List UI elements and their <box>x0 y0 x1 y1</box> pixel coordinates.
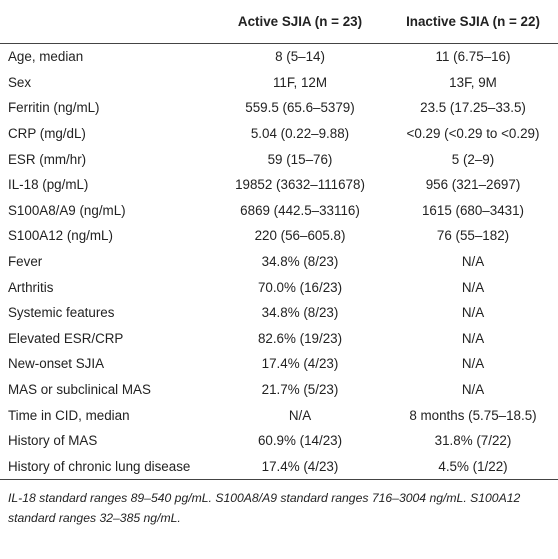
row-label: Age, median <box>8 49 84 65</box>
table-cell: 8 (5–14) <box>275 49 325 65</box>
table-cell: 34.8% (8/23) <box>261 305 339 321</box>
table-cell: 23.5 (17.25–33.5) <box>420 100 526 116</box>
row-label: Sex <box>8 74 32 90</box>
table-cell: 82.6% (19/23) <box>257 330 343 346</box>
table-cell: 956 (321–2697) <box>425 177 521 193</box>
table-cell: N/A <box>461 305 485 321</box>
table-cell: 31.8% (7/22) <box>434 433 512 449</box>
table-cell: <0.29 (<0.29 to <0.29) <box>406 126 540 142</box>
table-cell: 34.8% (8/23) <box>261 254 339 270</box>
table-cell: N/A <box>461 254 485 270</box>
table-row: History of MAS 60.9% (14/23) 31.8% (7/22) <box>0 428 558 454</box>
row-label: Time in CID, median <box>8 407 130 423</box>
table-cell: N/A <box>461 382 485 398</box>
table-cell: 1615 (680–3431) <box>421 202 524 218</box>
table-row: Age, median 8 (5–14) 11 (6.75–16) <box>0 44 558 70</box>
row-label: Arthritis <box>8 279 54 295</box>
table-cell: 6869 (442.5–33116) <box>240 202 360 218</box>
row-label: S100A12 (ng/mL) <box>8 228 113 244</box>
table-cell: 17.4% (4/23) <box>261 356 339 372</box>
table-row: MAS or subclinical MAS 21.7% (5/23) N/A <box>0 377 558 403</box>
table-cell: 4.5% (1/22) <box>388 453 558 481</box>
table-cell: 559.5 (65.6–5379) <box>245 100 355 116</box>
header-row: Active SJIA (n = 23) Inactive SJIA (n = 2… <box>0 0 558 44</box>
table-cell: N/A <box>461 330 485 346</box>
row-label: CRP (mg/dL) <box>8 126 86 142</box>
table-row: Fever 34.8% (8/23) N/A <box>0 249 558 275</box>
table-cell: 5 (2–9) <box>451 151 495 167</box>
row-label: Elevated ESR/CRP <box>8 330 124 346</box>
footnote: IL-18 standard ranges 89–540 pg/mL. S100… <box>8 491 521 526</box>
table-cell: 70.0% (16/23) <box>257 279 343 295</box>
table-cell: 21.7% (5/23) <box>261 382 339 398</box>
table-row: Arthritis 70.0% (16/23) N/A <box>0 274 558 300</box>
table-row: Ferritin (ng/mL) 559.5 (65.6–5379) 23.5 (1… <box>0 95 558 121</box>
table-row: Time in CID, median N/A 8 months (5.75–18.… <box>0 402 558 428</box>
table-cell: 17.4% (4/23) <box>212 453 388 481</box>
row-label: S100A8/A9 (ng/mL) <box>8 202 126 218</box>
row-label: IL-18 (pg/mL) <box>8 177 89 193</box>
table-cell: N/A <box>461 279 485 295</box>
header-cell: Active SJIA (n = 23) <box>212 0 388 44</box>
table-row: S100A12 (ng/mL) 220 (56–605.8) 76 (55–182) <box>0 223 558 249</box>
table-row: Systemic features 34.8% (8/23) N/A <box>0 300 558 326</box>
table-row: IL-18 (pg/mL) 19852 (3632–111678) 956 (321… <box>0 172 558 198</box>
header-cell: Inactive SJIA (n = 22) <box>388 0 558 44</box>
header-cell <box>0 0 212 44</box>
table-row: New-onset SJIA 17.4% (4/23) N/A <box>0 351 558 377</box>
row-label: New-onset SJIA <box>8 356 105 372</box>
row-label: MAS or subclinical MAS <box>8 382 151 398</box>
row-label: History of chronic lung disease <box>0 453 212 481</box>
row-label: History of MAS <box>8 433 98 449</box>
table-cell: N/A <box>288 407 312 423</box>
table-row: CRP (mg/dL) 5.04 (0.22–9.88) <0.29 (<0.29 … <box>0 121 558 147</box>
table-cell: N/A <box>461 356 485 372</box>
table-cell: 60.9% (14/23) <box>257 433 343 449</box>
table-cell: 11F, 12M <box>272 74 328 90</box>
table-row: S100A8/A9 (ng/mL) 6869 (442.5–33116) 1615 … <box>0 198 558 224</box>
table-cell: 11 (6.75–16) <box>435 49 511 65</box>
row-label: Systemic features <box>8 305 115 321</box>
table-cell: 13F, 9M <box>449 74 497 90</box>
row-label: Ferritin (ng/mL) <box>8 100 100 116</box>
row-label: ESR (mm/hr) <box>8 151 87 167</box>
table-row: Sex 11F, 12M 13F, 9M <box>0 70 558 96</box>
table-row: Elevated ESR/CRP 82.6% (19/23) N/A <box>0 326 558 352</box>
table-cell: 76 (55–182) <box>436 228 510 244</box>
table-cell: 19852 (3632–111678) <box>235 177 365 193</box>
table-row: History of chronic lung disease 17.4% (4/… <box>0 453 558 481</box>
row-label: Fever <box>8 254 43 270</box>
data-table: Active SJIA (n = 23) Inactive SJIA (n = 2… <box>0 0 558 481</box>
table-row: ESR (mm/hr) 59 (15–76) 5 (2–9) <box>0 146 558 172</box>
table-cell: 5.04 (0.22–9.88) <box>250 126 350 142</box>
table-cell: 8 months (5.75–18.5) <box>409 407 537 423</box>
table-cell: 59 (15–76) <box>267 151 333 167</box>
table-body: Age, median 8 (5–14) 11 (6.75–16) Sex 11F, 1… <box>0 44 558 481</box>
table-cell: 220 (56–605.8) <box>254 228 346 244</box>
